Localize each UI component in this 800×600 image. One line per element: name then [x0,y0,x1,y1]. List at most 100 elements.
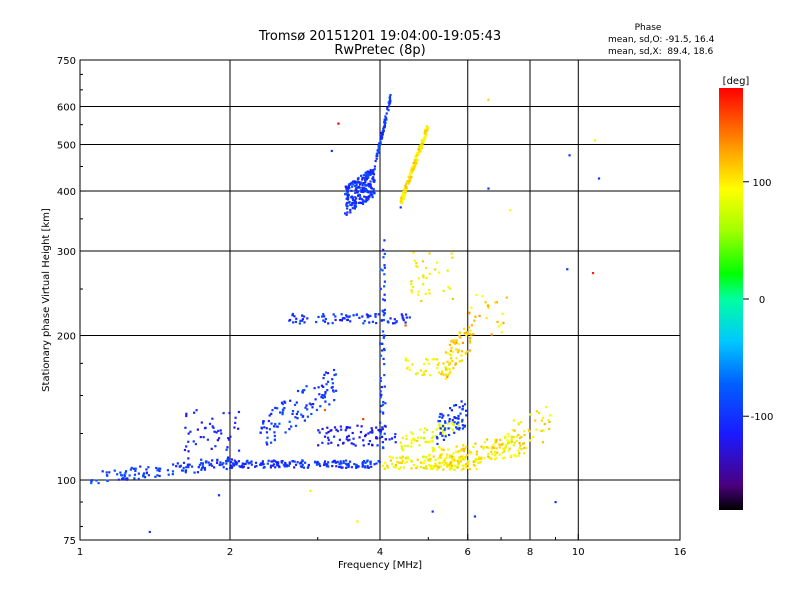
data-point [314,461,317,464]
data-point [306,317,309,320]
data-point [453,459,456,463]
data-point [461,427,465,430]
data-point [288,319,291,322]
data-point [361,202,365,206]
data-point [324,392,327,395]
data-point [384,402,387,405]
data-point [185,414,188,418]
data-point [222,462,225,465]
data-point [383,312,386,315]
data-point [502,321,505,324]
data-point [446,269,449,272]
data-point [319,405,322,408]
data-point [271,409,274,412]
data-point [369,191,372,194]
data-point [405,188,408,192]
data-point [537,411,541,415]
data-point [358,193,362,197]
data-point [498,443,501,446]
data-point [267,419,270,423]
axis-ticks: 1 2 4 6 8 10 16 75 100 200 300 400 500 600 750 [57,56,686,558]
data-point [450,252,453,255]
data-point [211,459,214,462]
data-point [373,463,376,466]
data-point [287,464,290,467]
data-point [360,198,364,201]
data-point [159,467,162,470]
data-point [454,403,458,407]
data-point [304,461,307,464]
data-point [461,408,464,411]
data-point [450,455,454,458]
data-point [262,422,265,425]
data-point [438,420,442,423]
data-point [441,371,444,374]
data-point [381,133,384,136]
data-point [217,437,221,440]
data-point [449,462,452,466]
data-point [339,425,342,428]
data-point [362,181,365,185]
data-point [266,436,269,439]
data-point [384,117,388,120]
data-point [311,406,314,409]
data-point [314,398,317,401]
data-point [346,435,349,439]
data-point [310,403,313,406]
data-point [346,207,349,210]
data-point [273,438,277,442]
data-point [204,426,207,429]
data-point [351,185,354,188]
data-point [327,442,330,445]
data-point [193,471,196,474]
data-point [525,446,528,450]
data-point [460,359,464,362]
data-point [270,412,273,416]
data-point [171,473,174,476]
data-point [444,461,447,465]
data-point [321,441,324,444]
x-tick-label: 16 [674,547,687,558]
data-point [435,428,438,431]
data-point [457,421,460,424]
data-point [365,199,368,202]
data-point [469,336,472,340]
data-point [301,390,304,394]
data-point [487,306,490,310]
data-point [324,463,327,466]
data-point [422,283,425,286]
data-point [369,314,372,318]
data-point [412,168,415,171]
data-point [283,465,286,468]
data-point [347,183,351,186]
data-point [344,459,348,462]
data-point [301,415,304,418]
data-point [265,427,268,430]
data-point [332,459,335,463]
data-point [366,460,369,463]
data-point [201,465,204,468]
data-point [123,475,126,478]
data-point [494,452,497,455]
data-point [463,327,466,330]
data-point [412,161,415,165]
data-point [327,322,330,325]
data-point [545,405,548,409]
data-point [391,456,394,459]
data-point [166,469,170,472]
data-point [379,410,382,413]
data-point [364,461,367,464]
data-point [453,339,456,342]
data-point [345,466,348,469]
data-point [458,406,461,409]
data-point [376,444,379,447]
data-point [370,187,373,190]
data-point [301,459,304,462]
data-point [119,471,122,474]
data-point [468,468,471,471]
x-tick-label: 4 [377,547,383,558]
data-point [404,357,407,360]
data-point [377,145,380,148]
data-point [124,472,127,475]
data-point [436,468,439,471]
